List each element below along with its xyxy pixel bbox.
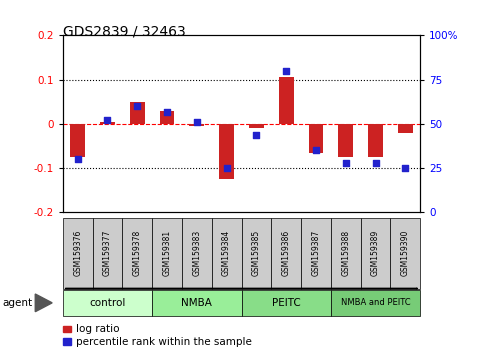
Text: GSM159381: GSM159381 [163, 230, 171, 276]
Point [193, 119, 201, 125]
Bar [249, 124, 264, 128]
Text: NMBA and PEITC: NMBA and PEITC [341, 298, 411, 307]
Text: GSM159389: GSM159389 [371, 230, 380, 276]
Point [223, 165, 230, 171]
Text: GSM159384: GSM159384 [222, 230, 231, 276]
Bar [100, 122, 115, 124]
Text: GSM159385: GSM159385 [252, 230, 261, 276]
Point [401, 165, 409, 171]
Bar [70, 124, 85, 157]
Bar [338, 124, 353, 157]
Bar [279, 78, 294, 124]
Text: GSM159390: GSM159390 [401, 230, 410, 276]
Point [74, 156, 82, 162]
Text: GSM159388: GSM159388 [341, 230, 350, 276]
Text: control: control [89, 298, 126, 308]
Text: agent: agent [2, 298, 32, 308]
Text: GSM159386: GSM159386 [282, 230, 291, 276]
Text: NMBA: NMBA [182, 298, 212, 308]
Point [163, 109, 171, 114]
Text: PEITC: PEITC [272, 298, 300, 308]
Bar [219, 124, 234, 179]
Text: percentile rank within the sample: percentile rank within the sample [76, 337, 252, 347]
Point [282, 68, 290, 74]
Bar [398, 124, 413, 133]
Text: GDS2839 / 32463: GDS2839 / 32463 [63, 25, 185, 39]
Bar [159, 110, 174, 124]
Point [253, 132, 260, 137]
Bar [130, 102, 145, 124]
Text: GSM159376: GSM159376 [73, 230, 82, 276]
Point [342, 160, 350, 166]
Point [133, 103, 141, 109]
Point [312, 148, 320, 153]
Bar [368, 124, 383, 157]
Text: GSM159383: GSM159383 [192, 230, 201, 276]
Text: GSM159387: GSM159387 [312, 230, 320, 276]
Bar [189, 124, 204, 126]
Text: log ratio: log ratio [76, 324, 120, 334]
Text: GSM159377: GSM159377 [103, 230, 112, 276]
Point [104, 118, 112, 123]
Text: GSM159378: GSM159378 [133, 230, 142, 276]
Point [372, 160, 380, 166]
Bar [309, 124, 324, 153]
